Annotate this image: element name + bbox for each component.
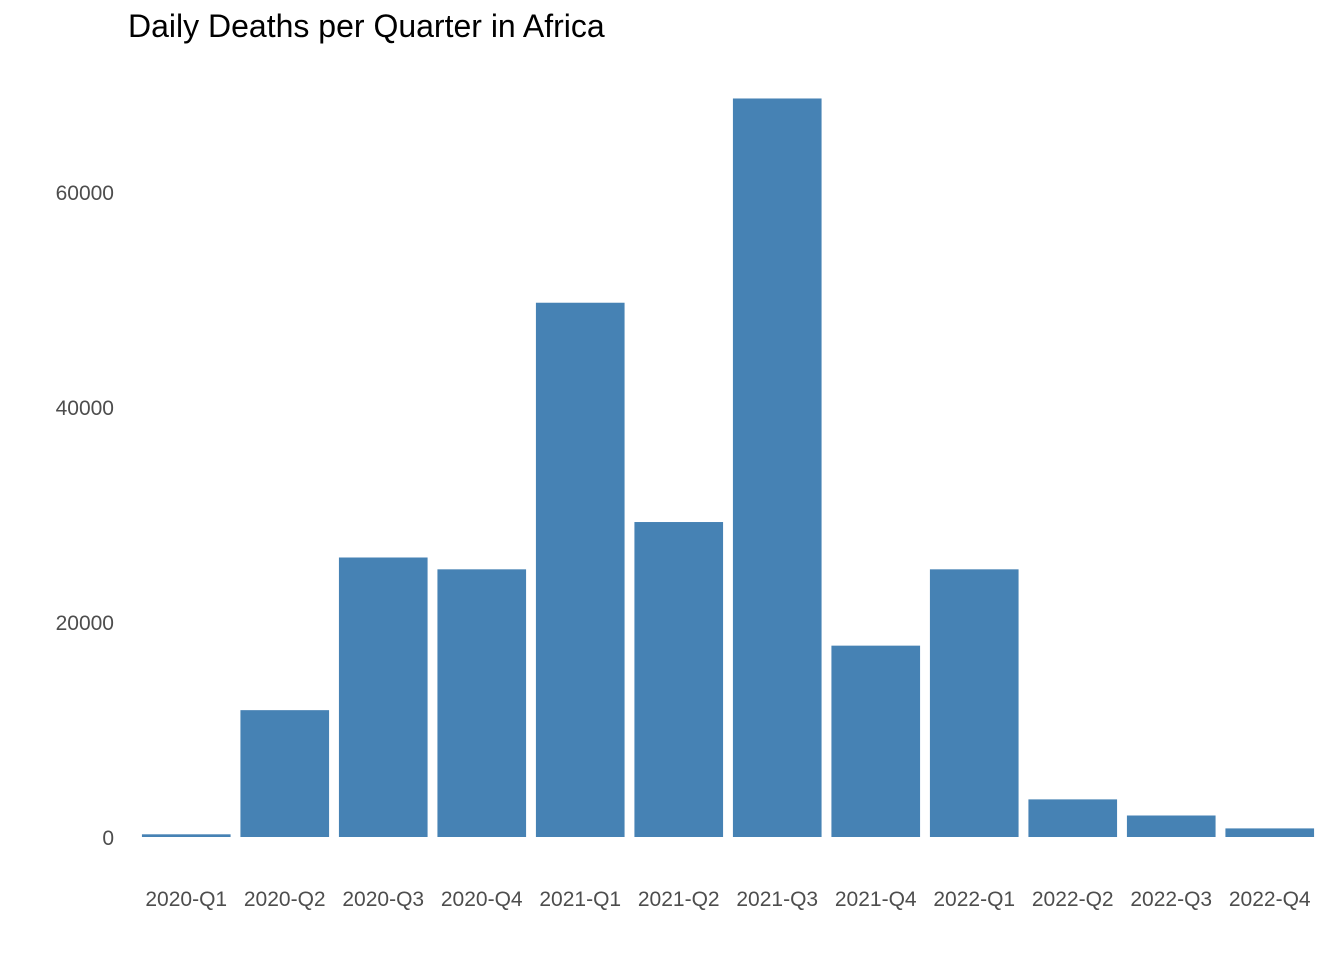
- x-tick-label: 2020-Q2: [244, 888, 326, 911]
- x-tick-label: 2021-Q1: [539, 888, 621, 911]
- x-tick-label: 2021-Q3: [736, 888, 818, 911]
- bar-2021-Q4: [831, 645, 921, 837]
- bar-2022-Q4: [1225, 828, 1315, 837]
- bar-2021-Q3: [732, 98, 822, 838]
- x-tick-label: 2020-Q3: [342, 888, 424, 911]
- bar-2020-Q3: [338, 557, 428, 837]
- bars-group: [141, 98, 1315, 838]
- x-tick-label: 2020-Q1: [145, 888, 227, 911]
- bar-2022-Q2: [1028, 799, 1118, 838]
- bar-2021-Q2: [634, 522, 724, 837]
- x-tick-label: 2022-Q4: [1229, 888, 1311, 911]
- x-tick-label: 2021-Q4: [835, 888, 917, 911]
- y-tick-label: 0: [102, 827, 114, 850]
- bar-2020-Q2: [240, 710, 330, 837]
- x-tick-label: 2022-Q1: [933, 888, 1015, 911]
- y-tick-label: 40000: [56, 397, 114, 420]
- x-tick-label: 2021-Q2: [638, 888, 720, 911]
- x-tick-label: 2020-Q4: [441, 888, 523, 911]
- bar-2021-Q1: [535, 302, 625, 838]
- bar-2020-Q1: [141, 834, 231, 837]
- y-tick-label: 60000: [56, 182, 114, 205]
- y-tick-label: 20000: [56, 612, 114, 635]
- x-tick-label: 2022-Q2: [1032, 888, 1114, 911]
- x-axis: 2020-Q1 2020-Q2 2020-Q3 2020-Q4 2021-Q1 2021-…: [145, 888, 1311, 911]
- chart-title: Daily Deaths per Quarter in Africa: [128, 8, 605, 44]
- bar-2022-Q3: [1126, 815, 1216, 837]
- y-axis: 0 20000 40000 60000: [56, 182, 114, 850]
- bar-2022-Q1: [929, 569, 1019, 837]
- x-tick-label: 2022-Q3: [1130, 888, 1212, 911]
- bar-2020-Q4: [437, 569, 527, 837]
